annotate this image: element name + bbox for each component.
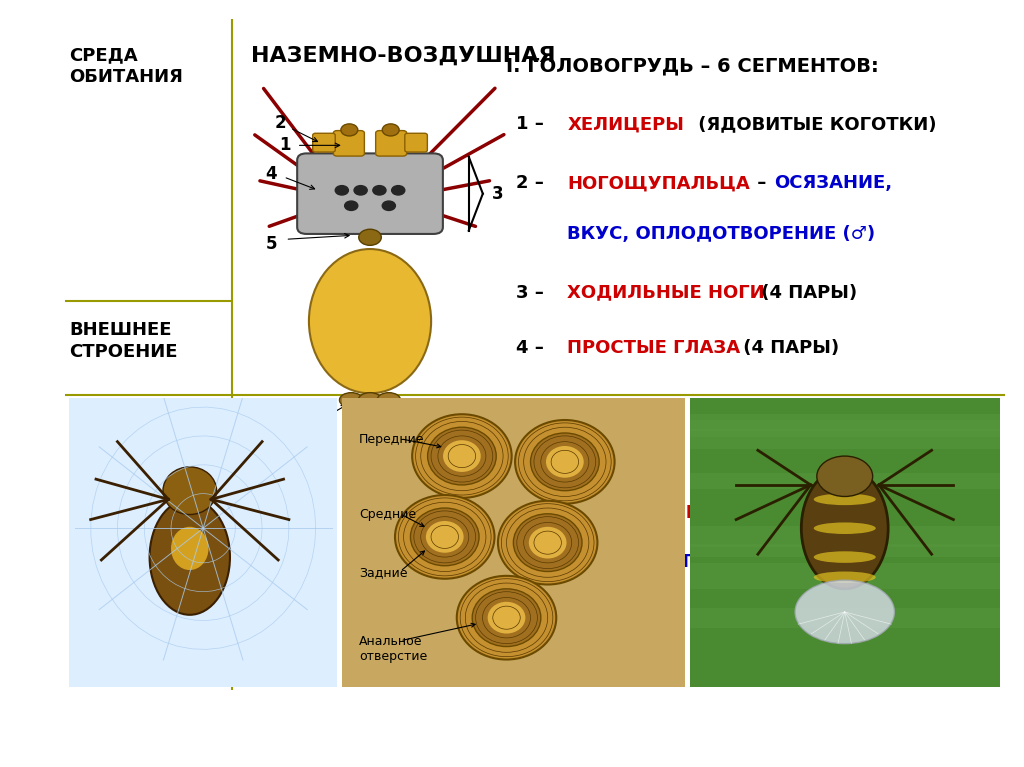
Text: 6: 6 <box>294 421 305 439</box>
Text: СРЕДА
ОБИТАНИЯ: СРЕДА ОБИТАНИЯ <box>70 46 183 86</box>
Circle shape <box>345 201 357 210</box>
Text: 3: 3 <box>493 185 504 202</box>
Circle shape <box>515 420 614 504</box>
Bar <box>689 400 999 427</box>
Text: 2 –: 2 – <box>516 174 550 193</box>
FancyBboxPatch shape <box>312 133 335 152</box>
Text: ПАУТИННЫЕ БОРОДАВКИ –: ПАУТИННЫЕ БОРОДАВКИ – <box>567 503 851 521</box>
Text: (ЯДОВИТЫЕ КОГОТКИ): (ЯДОВИТЫЕ КОГОТКИ) <box>691 115 936 133</box>
Circle shape <box>391 186 404 195</box>
Text: Средние: Средние <box>359 508 416 521</box>
Text: ХЕЛИЦЕРЫ: ХЕЛИЦЕРЫ <box>567 115 684 133</box>
Circle shape <box>354 186 368 195</box>
FancyBboxPatch shape <box>334 130 365 156</box>
Bar <box>689 647 999 677</box>
Text: 5: 5 <box>265 235 278 253</box>
Text: II. БРЮШКО:: II. БРЮШКО: <box>506 397 650 416</box>
Circle shape <box>412 414 512 498</box>
Text: 5 –: 5 – <box>516 448 550 466</box>
FancyBboxPatch shape <box>297 153 442 234</box>
Bar <box>689 471 999 493</box>
Circle shape <box>382 123 399 136</box>
Ellipse shape <box>817 456 872 496</box>
Text: 2: 2 <box>274 114 287 132</box>
Text: ХОДИЛЬНЫЕ НОГИ: ХОДИЛЬНЫЕ НОГИ <box>567 284 765 301</box>
Text: (4 ПАРЫ): (4 ПАРЫ) <box>736 339 839 357</box>
Ellipse shape <box>795 580 894 644</box>
Circle shape <box>335 186 348 195</box>
Bar <box>689 619 999 642</box>
Bar <box>689 477 999 492</box>
Ellipse shape <box>814 522 876 534</box>
Circle shape <box>472 589 541 647</box>
Circle shape <box>546 446 584 478</box>
Circle shape <box>443 440 481 472</box>
Circle shape <box>373 186 386 195</box>
Text: 3 –: 3 – <box>516 284 550 301</box>
Circle shape <box>382 201 395 210</box>
Ellipse shape <box>814 571 876 583</box>
Circle shape <box>513 514 582 571</box>
Circle shape <box>528 527 566 558</box>
Circle shape <box>341 123 357 136</box>
Text: –: – <box>751 174 772 193</box>
Bar <box>689 409 999 425</box>
Ellipse shape <box>377 393 400 407</box>
Ellipse shape <box>171 527 209 570</box>
Text: ПРОСТЫЕ ГЛАЗА: ПРОСТЫЕ ГЛАЗА <box>567 339 740 357</box>
Text: 4 –: 4 – <box>516 339 550 357</box>
Circle shape <box>358 229 381 245</box>
Text: НОГОЩУПАЛЬЦА: НОГОЩУПАЛЬЦА <box>567 174 751 193</box>
Circle shape <box>457 576 556 660</box>
Text: I. ГОЛОВОГРУДЬ – 6 СЕГМЕНТОВ:: I. ГОЛОВОГРУДЬ – 6 СЕГМЕНТОВ: <box>506 56 879 75</box>
Text: Передние: Передние <box>359 433 425 446</box>
Ellipse shape <box>802 468 888 589</box>
Circle shape <box>411 508 479 566</box>
Ellipse shape <box>814 494 876 505</box>
Ellipse shape <box>340 393 362 407</box>
Circle shape <box>487 602 525 634</box>
Text: 4: 4 <box>265 165 278 183</box>
Text: Задние: Задние <box>359 566 408 579</box>
Text: 6 –: 6 – <box>516 503 550 521</box>
Text: Анальное
отверстие: Анальное отверстие <box>359 635 427 663</box>
Text: 1: 1 <box>280 137 291 154</box>
Text: 1 –: 1 – <box>516 115 550 133</box>
Circle shape <box>428 427 497 485</box>
Text: СТЕБЕЛЁК: СТЕБЕЛЁК <box>567 448 673 466</box>
FancyBboxPatch shape <box>376 130 407 156</box>
Bar <box>689 555 999 568</box>
Text: НАЗЕМНО-ВОЗДУШНАЯ: НАЗЕМНО-ВОЗДУШНАЯ <box>251 46 555 66</box>
Circle shape <box>395 495 495 579</box>
Text: (4 ПАРЫ): (4 ПАРЫ) <box>756 284 857 301</box>
Text: ВКУС, ОПЛОДОТВОРЕНИЕ (♂): ВКУС, ОПЛОДОТВОРЕНИЕ (♂) <box>567 225 876 242</box>
Circle shape <box>498 501 597 584</box>
Ellipse shape <box>163 467 216 515</box>
Ellipse shape <box>150 499 230 615</box>
Text: ОСЯЗАНИЕ,: ОСЯЗАНИЕ, <box>774 174 892 193</box>
Circle shape <box>530 433 599 491</box>
Bar <box>689 520 999 543</box>
Ellipse shape <box>309 249 431 393</box>
Text: ВНЕШНЕЕ
СТРОЕНИЕ: ВНЕШНЕЕ СТРОЕНИЕ <box>70 321 178 361</box>
Ellipse shape <box>358 393 382 407</box>
FancyBboxPatch shape <box>404 133 427 152</box>
Circle shape <box>426 521 464 553</box>
Ellipse shape <box>814 551 876 563</box>
Text: ПЛЕТЕНИЕ ПАУТИНЫ: ПЛЕТЕНИЕ ПАУТИНЫ <box>567 553 786 571</box>
